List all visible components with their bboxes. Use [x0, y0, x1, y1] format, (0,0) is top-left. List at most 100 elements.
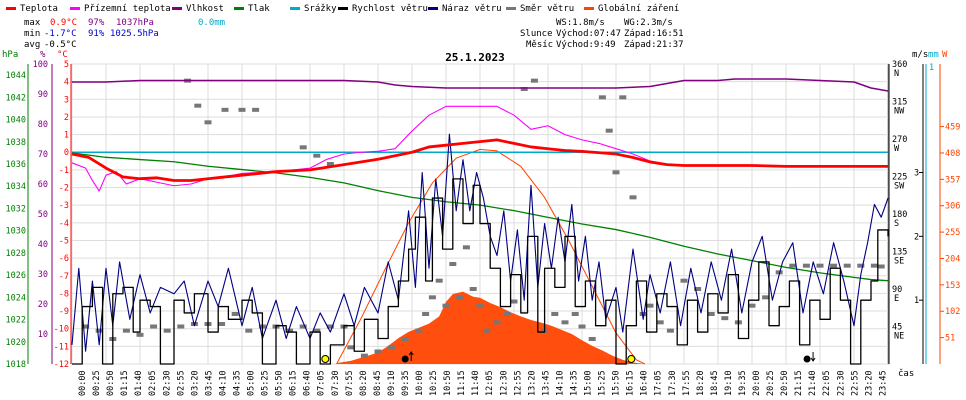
series-wind-dir-point — [238, 107, 246, 112]
tick-dir-compass: NW — [894, 107, 905, 117]
series-wind-dir-point — [476, 303, 484, 308]
moon-moonrise-arrow — [408, 351, 414, 361]
tick-w: 306 — [945, 202, 960, 212]
tick-hpa: 1022 — [6, 316, 26, 326]
tick-time: 06:15 — [289, 370, 299, 396]
tick-time: 11:40 — [471, 370, 481, 396]
info-moonrise: Východ:9:49 — [556, 40, 616, 50]
tick-time: 07:55 — [345, 370, 355, 396]
unit-hpa: hPa — [2, 50, 18, 60]
series-wind-dir-point — [830, 263, 838, 268]
series-wind-dir-point — [639, 312, 647, 316]
tick-hpa: 1020 — [6, 338, 26, 348]
series-wind-dir-point — [415, 328, 423, 333]
tick-time: 17:30 — [668, 370, 678, 396]
tick-time: 18:20 — [696, 370, 706, 396]
legend-label: Náraz větru — [442, 4, 502, 14]
tick-ms: 1 — [914, 296, 919, 306]
tick-dir-value: 360 — [892, 60, 907, 70]
tick-time: 13:45 — [541, 370, 551, 396]
series-wind-dir-point — [360, 353, 368, 358]
tick-time: 08:20 — [359, 370, 369, 396]
tick-w: 153 — [945, 281, 960, 291]
tick-time: 00:50 — [106, 370, 116, 396]
tick-time: 14:10 — [555, 370, 565, 396]
axes: 1018102010221024102610281030103210341036… — [6, 60, 961, 396]
series-wind-dir-point — [422, 312, 430, 316]
tick-dir-compass: NE — [894, 332, 904, 342]
legend-swatch — [290, 7, 300, 10]
series-wind-dir-point — [612, 170, 620, 175]
series-wind-dir-point — [313, 153, 321, 158]
legend: Teplota Přízemní teplota Vlhkost Tlak Srážky… — [6, 4, 679, 14]
tick-time: 07:30 — [331, 370, 341, 396]
tick-mm: 1 — [929, 63, 934, 73]
moon-moonset-marker — [803, 355, 811, 363]
series-wind-dir-point — [122, 328, 130, 333]
tick-hpa: 1042 — [6, 93, 26, 103]
series-wind-dir-point — [299, 324, 307, 329]
tick-w: 102 — [945, 307, 960, 317]
tick-time: 20:25 — [766, 370, 776, 396]
tick-time: 19:10 — [724, 370, 734, 396]
series-wind-dir-point — [435, 278, 443, 283]
series-wind-dir-point — [748, 303, 756, 308]
series-wind-dir-point — [530, 78, 538, 83]
series-wind-dir-point — [802, 263, 810, 268]
tick-w: 408 — [945, 149, 960, 159]
stat-min-label: min — [24, 29, 40, 39]
legend-swatch — [428, 7, 438, 10]
info-panel: WS:1.8m/s WG:2.3m/s Slunce Východ:07:47 … — [520, 18, 684, 50]
series-wind-dir-point — [775, 270, 783, 275]
tick-time: 23:45 — [878, 370, 888, 396]
tick-time: 02:05 — [148, 370, 158, 396]
tick-time: 20:50 — [780, 370, 790, 396]
stat-avg-label: avg — [24, 40, 40, 50]
stat-max-label: max — [24, 18, 41, 28]
moon-moonset-arrow — [810, 352, 816, 362]
legend-swatch — [584, 7, 594, 10]
tick-time: 12:30 — [499, 370, 509, 396]
tick-time: 16:15 — [626, 370, 636, 396]
series-wind-dir-point — [194, 103, 202, 108]
info-moonset: Západ:21:37 — [624, 40, 684, 50]
stats-panel: max 0.9°C 97% 1037hPa 0.0mm min -1.7°C 9… — [24, 18, 225, 50]
series-wind-dir-point — [449, 262, 457, 266]
tick-pct: 40 — [38, 240, 48, 250]
info-sunrise: Východ:07:47 — [556, 29, 621, 39]
series-wind-dir-point — [462, 245, 470, 250]
tick-time: 01:15 — [120, 370, 130, 396]
series-wind-dir-point — [442, 303, 450, 308]
series-wind-dir-point — [561, 320, 569, 325]
legend-label: Rychlost větru — [352, 4, 428, 14]
series-wind-dir-point — [578, 324, 586, 329]
tick-time: 21:40 — [808, 370, 818, 396]
series-wind-dir-point — [313, 328, 321, 333]
tick-time: 21:15 — [794, 370, 804, 396]
tick-time: 17:05 — [654, 370, 664, 396]
stat-avg-temp: -0.5°C — [44, 40, 77, 50]
plot-area — [71, 63, 889, 365]
tick-temp: -12 — [54, 360, 69, 370]
tick-time: 02:30 — [162, 370, 172, 396]
legend-swatch — [506, 7, 516, 10]
tick-pct: 90 — [38, 90, 48, 100]
tick-time: 12:05 — [485, 370, 495, 396]
legend-swatch — [172, 7, 182, 10]
info-ws: WS:1.8m/s — [556, 18, 605, 28]
info-wg: WG:2.3m/s — [624, 18, 673, 28]
tick-dir-compass: N — [894, 69, 899, 79]
tick-w: 459 — [945, 123, 960, 133]
chart-title: 25.1.2023 — [445, 51, 505, 64]
series-wind-dir-point — [469, 287, 477, 291]
legend-swatch — [70, 7, 80, 10]
tick-temp: -1 — [59, 166, 69, 176]
unit-mm: mm — [928, 50, 939, 60]
series-wind-dir-point — [218, 322, 226, 326]
legend-label: Teplota — [20, 4, 58, 14]
tick-temp: -2 — [59, 184, 69, 194]
series-wind-dir-point — [163, 328, 171, 333]
tick-temp: -6 — [59, 254, 69, 264]
tick-dir-value: 270 — [892, 135, 907, 145]
tick-time: 09:35 — [401, 370, 411, 396]
